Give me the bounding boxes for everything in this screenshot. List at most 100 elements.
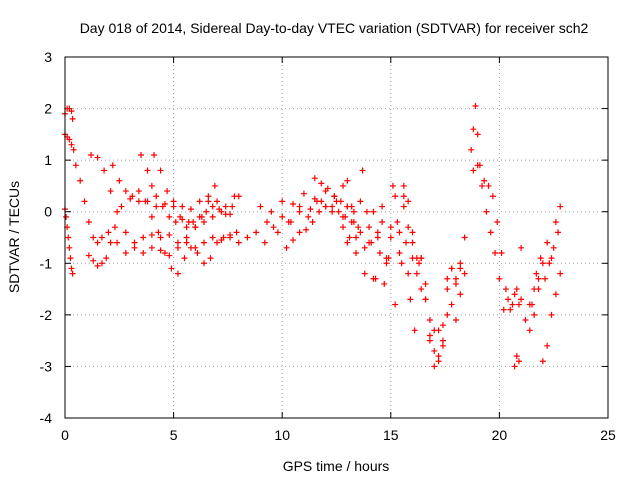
data-point: [383, 260, 390, 267]
data-point: [483, 208, 490, 215]
series-trace-g: [138, 151, 218, 231]
y-tick-label: -3: [40, 358, 53, 374]
data-point: [531, 311, 538, 318]
data-point: [479, 182, 486, 189]
series-trace-y: [528, 229, 562, 308]
data-point: [155, 229, 162, 236]
series-trace-x: [539, 270, 564, 365]
data-point: [444, 275, 451, 282]
data-point: [331, 193, 338, 200]
data-point: [539, 358, 546, 365]
data-point: [72, 162, 79, 169]
data-point: [192, 224, 199, 231]
data-point: [85, 219, 92, 226]
data-point: [518, 296, 525, 303]
data-point: [131, 244, 138, 251]
data-point: [164, 188, 171, 195]
data-point: [166, 213, 173, 220]
data-point: [209, 203, 216, 210]
data-point: [168, 265, 175, 272]
data-point: [161, 249, 168, 256]
series-trace-q: [400, 182, 468, 370]
data-point: [457, 291, 464, 298]
data-point: [448, 265, 455, 272]
data-point: [307, 206, 314, 213]
data-point: [403, 239, 410, 246]
data-point: [94, 262, 101, 269]
series-trace-s: [418, 255, 464, 365]
data-point: [539, 260, 546, 267]
data-point: [505, 296, 512, 303]
data-point: [474, 131, 481, 138]
series-trace-h: [151, 151, 242, 231]
data-point: [431, 347, 438, 354]
data-point: [405, 224, 412, 231]
data-point: [69, 115, 76, 122]
data-point: [548, 255, 555, 262]
series-trace-u: [470, 162, 542, 324]
data-point: [174, 244, 181, 251]
data-point: [361, 244, 368, 251]
data-point: [353, 234, 360, 241]
data-point: [439, 322, 446, 329]
y-tick-label: -4: [40, 410, 53, 426]
data-point: [209, 234, 216, 241]
data-point: [409, 255, 416, 262]
data-point: [342, 213, 349, 220]
data-point: [452, 317, 459, 324]
data-point: [279, 213, 286, 220]
data-point: [157, 247, 164, 254]
data-point: [211, 182, 218, 189]
data-point: [290, 200, 297, 207]
data-point: [474, 162, 481, 169]
data-point: [148, 213, 155, 220]
data-point: [492, 249, 499, 256]
data-point: [201, 239, 208, 246]
data-point: [368, 239, 375, 246]
data-point: [69, 270, 76, 277]
data-point: [183, 239, 190, 246]
data-point: [90, 257, 97, 264]
data-point: [435, 358, 442, 365]
data-point: [513, 286, 520, 293]
data-point: [166, 231, 173, 238]
data-point: [324, 185, 331, 192]
y-tick-label: 2: [44, 101, 52, 117]
data-point: [544, 239, 551, 246]
data-point: [470, 167, 477, 174]
data-point: [557, 270, 564, 277]
data-point: [285, 219, 292, 226]
data-point: [201, 219, 208, 226]
data-point: [472, 102, 479, 109]
data-point: [67, 255, 74, 262]
data-point: [515, 301, 522, 308]
data-point: [201, 260, 208, 267]
data-point: [109, 162, 116, 169]
data-point: [172, 219, 179, 226]
data-point: [374, 234, 381, 241]
data-point: [526, 327, 533, 334]
data-point: [94, 154, 101, 161]
data-point: [122, 249, 129, 256]
data-point: [337, 198, 344, 205]
data-point: [452, 275, 459, 282]
data-point: [552, 291, 559, 298]
data-point: [135, 198, 142, 205]
data-point: [322, 203, 329, 210]
data-point: [318, 180, 325, 187]
data-point: [422, 296, 429, 303]
series-trace-l: [283, 203, 349, 251]
data-point: [216, 206, 223, 213]
data-point: [68, 108, 75, 115]
data-point: [340, 182, 347, 189]
data-point: [263, 219, 270, 226]
data-point: [372, 275, 379, 282]
data-point: [98, 234, 105, 241]
data-point: [114, 239, 121, 246]
data-point: [170, 203, 177, 210]
data-point: [316, 208, 323, 215]
data-point: [227, 231, 234, 238]
data-point: [142, 198, 149, 205]
data-point: [379, 203, 386, 210]
